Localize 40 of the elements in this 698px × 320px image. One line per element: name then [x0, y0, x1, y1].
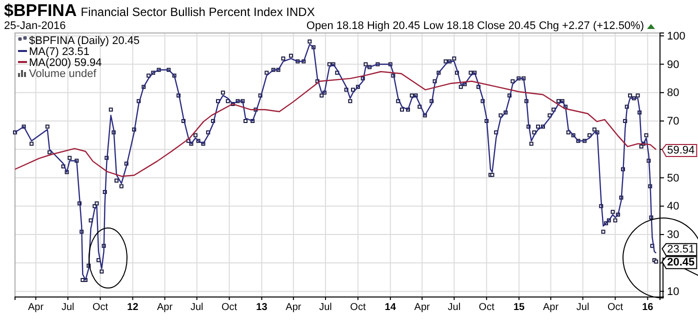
x-tick-label: 16 [642, 302, 654, 314]
annotation: 23.51 [667, 244, 695, 256]
text: Open 18.18 High 20.45 Low 18.18 Close 20.45 Chg +2.27 (+12.50%) [306, 20, 644, 32]
x-tick-label: Apr [414, 302, 431, 314]
y-tick-label: 50 [667, 172, 680, 184]
x-tick-label: Apr [157, 302, 174, 314]
chart-subtitle: Financial Sector Bullish Percent Index INDX [80, 5, 315, 19]
legend-label: MA(200) 59.94 [29, 57, 102, 69]
x-tick-label: Jul [319, 302, 332, 314]
annotation: Volume undef [29, 68, 98, 80]
x-tick-label: Oct [222, 302, 238, 314]
chart-title: $BPFINA [4, 1, 77, 20]
y-tick-label: 70 [667, 116, 680, 128]
x-tick-label: Jul [190, 302, 204, 314]
y-tick-label: 100 [667, 30, 686, 42]
x-tick-label: Oct [478, 302, 495, 314]
line-series [14, 71, 657, 177]
legend-label: MA(7) 23.51 [29, 46, 90, 58]
x-tick-label: Jul [576, 302, 590, 314]
y-tick-label: 30 [667, 229, 680, 242]
annotation: 20.45 [667, 256, 695, 269]
y-tick-label: 10 [667, 286, 680, 298]
y-tick-label: 40 [667, 200, 680, 213]
y-tick-label: 90 [667, 58, 680, 71]
x-tick-label: 12 [127, 302, 139, 314]
x-tick-label: 15 [513, 302, 526, 314]
x-tick-label: 14 [384, 302, 396, 314]
y-tick-label: 80 [667, 87, 680, 100]
text: 25-Jan-2016 [4, 20, 66, 32]
x-tick-label: Jul [448, 302, 461, 314]
annotation: 59.94 [667, 144, 695, 157]
x-tick-label: Jul [61, 302, 74, 314]
legend-label: $BPFINA (Daily) 20.45 [29, 35, 140, 47]
x-tick-label: Apr [286, 302, 302, 314]
x-tick-label: 13 [256, 302, 268, 314]
x-tick-label: Apr [542, 302, 560, 314]
x-tick-label: Oct [607, 302, 624, 314]
x-tick-label: Apr [28, 302, 44, 314]
x-tick-label: Oct [92, 302, 108, 314]
x-tick-label: Oct [350, 302, 366, 314]
